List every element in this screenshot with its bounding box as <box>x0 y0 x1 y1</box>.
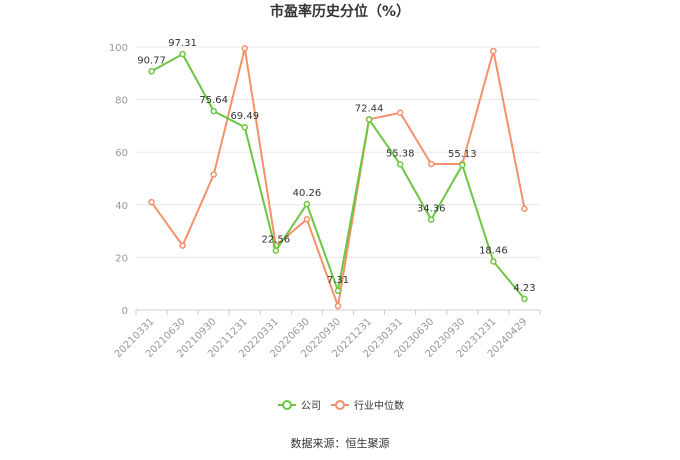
legend-label-company: 公司 <box>301 401 321 412</box>
data-label: 55.13 <box>448 149 477 160</box>
data-label: 22.56 <box>262 235 291 246</box>
y-tick-label: 20 <box>115 253 128 264</box>
legend-label-industry-median: 行业中位数 <box>354 399 404 412</box>
data-label: 55.38 <box>386 148 415 159</box>
legend-item-company[interactable]: 公司 <box>278 400 321 412</box>
data-point <box>179 242 186 249</box>
data-point <box>427 216 435 223</box>
data-source: 数据来源：恒生聚源 <box>291 436 390 450</box>
data-label: 75.64 <box>199 95 228 106</box>
data-point <box>241 123 249 131</box>
data-point <box>365 116 373 123</box>
data-point <box>334 287 342 295</box>
data-point <box>521 295 528 303</box>
data-point <box>459 161 466 169</box>
series-line-industry-median <box>150 47 526 308</box>
data-label: 90.77 <box>137 55 166 66</box>
y-tick-label: 80 <box>115 96 128 107</box>
series-line-company <box>151 53 526 300</box>
data-label: 4.23 <box>513 283 535 294</box>
data-label: 34.36 <box>417 204 446 215</box>
data-point <box>521 205 528 212</box>
y-tick-label: 40 <box>115 201 128 212</box>
legend-item-industry-median[interactable]: 行业中位数 <box>331 399 404 412</box>
data-label: 7.31 <box>327 275 349 286</box>
chart-title: 市盈率历史分位（%） <box>270 3 410 20</box>
legend-swatch-marker <box>335 400 345 410</box>
data-point <box>272 247 280 254</box>
legend-swatch-marker <box>282 400 292 410</box>
y-tick-label: 0 <box>122 306 128 317</box>
y-tick-label: 60 <box>115 148 128 159</box>
data-point <box>427 160 435 168</box>
data-point <box>490 258 497 265</box>
data-point <box>148 198 155 206</box>
grid <box>136 46 540 258</box>
data-point <box>241 45 249 52</box>
series-layer <box>148 45 528 310</box>
data-point <box>210 107 217 115</box>
data-point <box>303 216 311 223</box>
legend: 公司 行业中位数 <box>278 399 404 412</box>
data-label: 18.46 <box>479 245 508 256</box>
data-label: 72.44 <box>355 103 384 114</box>
data-label: 97.31 <box>168 38 197 49</box>
data-label: 69.49 <box>230 111 259 122</box>
y-axis: 0 20 40 60 80 100 <box>109 43 128 317</box>
data-point <box>396 109 404 116</box>
data-point <box>490 47 497 55</box>
data-point <box>334 302 342 310</box>
data-point <box>303 200 311 208</box>
y-tick-label: 100 <box>109 43 128 54</box>
data-point <box>396 161 404 168</box>
data-point <box>148 68 155 75</box>
data-point <box>179 50 186 58</box>
x-axis: 2021033120210630202109302021123120220331… <box>113 309 541 360</box>
data-label: 40.26 <box>293 188 322 199</box>
data-point <box>210 171 217 178</box>
